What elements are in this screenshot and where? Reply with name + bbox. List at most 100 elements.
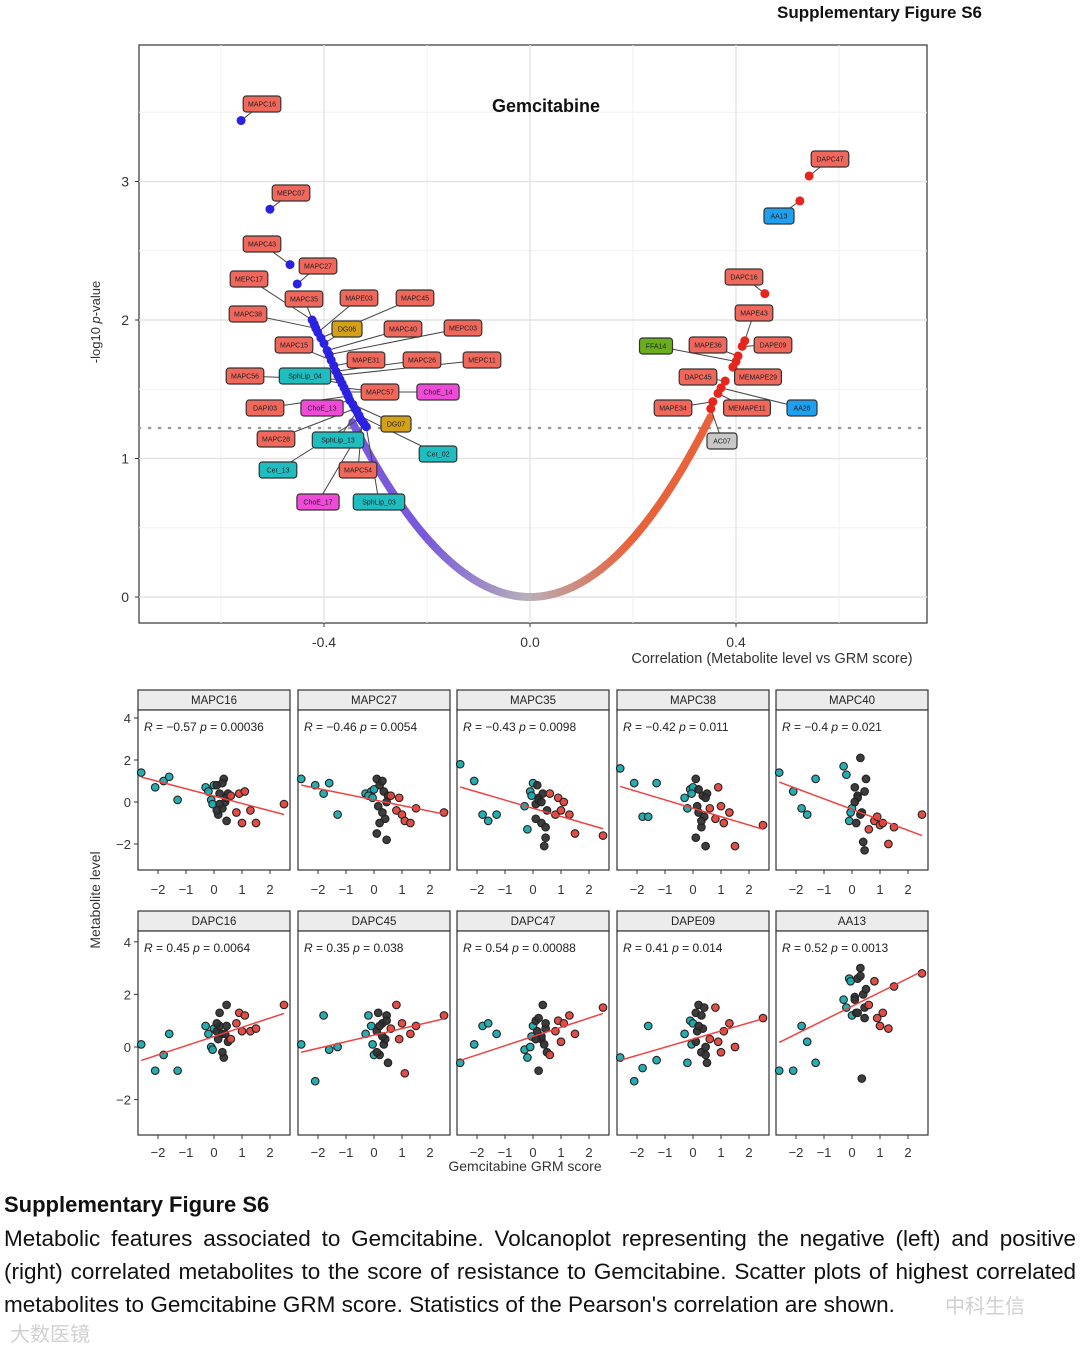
labeled-point <box>760 289 770 299</box>
data-point <box>406 1029 415 1039</box>
point-label: MAPC26 <box>402 351 442 369</box>
x-tick-label: 1 <box>238 882 245 897</box>
point-label: Cer_13 <box>258 461 298 479</box>
data-point <box>694 785 703 794</box>
data-point <box>369 785 379 794</box>
x-tick-label: 2 <box>585 882 592 897</box>
x-tick-label: 2 <box>426 1145 433 1160</box>
data-point <box>372 1047 382 1057</box>
data-point <box>850 797 860 807</box>
label-box <box>383 320 423 338</box>
label-box <box>256 430 296 448</box>
data-point <box>541 822 550 832</box>
point-label: MEMAPE11 <box>722 399 771 417</box>
r-label: R <box>782 941 791 955</box>
label-text: DAPC45 <box>684 375 711 382</box>
panel-title: AA13 <box>838 916 866 928</box>
data-point <box>173 1066 182 1076</box>
data-point <box>406 818 415 828</box>
data-point <box>400 1068 410 1078</box>
x-tick-label: 0 <box>210 1145 217 1160</box>
caption: Supplementary Figure S6 Metabolic featur… <box>4 1192 1076 1321</box>
regression-line <box>778 970 923 1044</box>
point-label: MAPC54 <box>338 461 378 479</box>
x-tick-label: −1 <box>339 882 354 897</box>
label-text: MAPC54 <box>344 468 372 475</box>
data-point <box>523 1053 532 1062</box>
data-point <box>713 1037 723 1047</box>
point-label: DAPI03 <box>245 399 285 417</box>
data-point <box>701 1050 710 1060</box>
y-tick-label: −2 <box>116 837 131 852</box>
data-point <box>545 789 555 798</box>
data-point <box>366 1021 376 1031</box>
p-eq: = <box>679 941 693 955</box>
scatter-panel: DAPC16 −2 −1 0 1 2 4 2 0 −2 R = 0.45 p = 0.0064 <box>116 910 291 1160</box>
data-point <box>201 1021 210 1031</box>
point-label: MAPC28 <box>256 430 296 448</box>
data-point <box>394 1034 404 1044</box>
r-eq: = <box>472 720 486 734</box>
plot-title: Gemcitabine <box>492 96 600 116</box>
data-point <box>164 772 174 782</box>
data-point <box>802 1037 812 1047</box>
x-tick-label: −1 <box>179 882 194 897</box>
r-label: R <box>782 720 791 734</box>
r-eq: = <box>153 941 167 955</box>
panel-frame <box>616 930 770 1136</box>
scatter-panel: MAPC27 −2 −1 0 1 2 R = −0.46 p = 0.0054 <box>296 689 451 897</box>
x-tick-label: −2 <box>470 882 485 897</box>
data-point <box>788 1066 798 1076</box>
data-point <box>553 793 563 803</box>
data-point <box>858 837 868 847</box>
point-label: MAPE34 <box>653 399 693 417</box>
x-tick-label: 1 <box>398 1145 405 1160</box>
label-box <box>418 445 458 463</box>
data-point <box>215 1008 224 1018</box>
p-label: p <box>671 941 679 955</box>
data-point <box>382 1016 391 1026</box>
label-text: MEPC07 <box>277 191 305 198</box>
label-text: FFA14 <box>646 344 667 351</box>
data-point <box>240 787 250 796</box>
label-text: MAPC16 <box>248 102 276 109</box>
point-label: SphLip_04 <box>278 367 332 385</box>
data-point <box>860 845 869 855</box>
label-box <box>443 319 483 337</box>
p-eq: = <box>367 720 381 734</box>
point-label: MEPC17 <box>229 270 269 288</box>
data-point <box>701 793 710 803</box>
label-box <box>638 337 674 355</box>
labeled-point <box>737 341 747 351</box>
correlation-stats: R = 0.45 p = 0.0064 <box>144 941 250 955</box>
point-label: AA13 <box>763 207 795 225</box>
data-point <box>864 1000 874 1010</box>
data-point <box>478 810 487 819</box>
p-label: p <box>192 941 200 955</box>
x-tick-label: −1 <box>817 882 832 897</box>
data-point <box>439 1011 449 1020</box>
data-point <box>296 1040 306 1049</box>
caption-title: Supplementary Figure S6 <box>4 1192 270 1217</box>
data-point <box>856 971 865 981</box>
data-point <box>680 1029 689 1039</box>
panel-title: MAPC40 <box>829 695 875 707</box>
data-point <box>861 984 871 994</box>
point-label: Cer_02 <box>418 445 458 463</box>
label-box <box>242 95 282 113</box>
data-point <box>694 1021 703 1031</box>
data-point <box>373 801 383 811</box>
data-point <box>730 841 740 851</box>
figure: -0.4 0.0 0.4 0 1 2 3 MAPC16 MEPC07 MAPC43 MAPC27 ME… <box>87 44 929 1174</box>
data-point <box>527 791 536 801</box>
data-point <box>774 768 784 777</box>
data-point <box>797 803 806 813</box>
label-text: MAPC57 <box>366 390 394 397</box>
p-label: p <box>199 720 207 734</box>
scatter-panel: MAPC35 −2 −1 0 1 2 R = −0.43 p = 0.0098 <box>455 689 610 897</box>
correlation-stats: R = −0.57 p = 0.00036 <box>144 720 264 734</box>
regression-line <box>778 781 923 837</box>
data-point <box>492 810 501 819</box>
data-point <box>565 1011 574 1020</box>
y-tick-label: 0 <box>124 795 131 810</box>
